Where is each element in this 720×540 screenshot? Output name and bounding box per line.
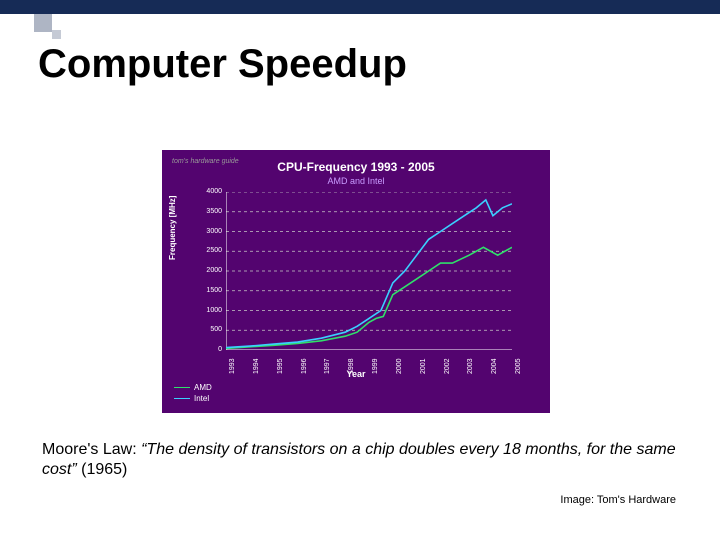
y-tick-label: 2500 <box>194 247 222 254</box>
y-tick-label: 500 <box>194 326 222 333</box>
accent-square-small <box>52 30 61 39</box>
legend-swatch-amd <box>174 387 190 388</box>
legend-swatch-intel <box>174 398 190 399</box>
y-tick-label: 2000 <box>194 267 222 274</box>
caption: Moore's Law: “The density of transistors… <box>42 440 682 480</box>
slide-root: Computer Speedup tom's hardware guide CP… <box>0 0 720 540</box>
chart-subtitle: AMD and Intel <box>162 176 550 186</box>
y-tick-label: 3500 <box>194 208 222 215</box>
legend: AMD Intel <box>174 383 212 405</box>
x-axis-label: Year <box>162 369 550 379</box>
y-tick-label: 3000 <box>194 228 222 235</box>
image-credit: Image: Tom's Hardware <box>560 494 676 506</box>
legend-item-intel: Intel <box>174 394 212 403</box>
caption-suffix: (1965) <box>77 461 128 478</box>
accent-square-large <box>34 14 52 32</box>
legend-label-intel: Intel <box>194 394 209 403</box>
chart-svg <box>226 192 512 350</box>
y-tick-label: 0 <box>194 346 222 353</box>
legend-label-amd: AMD <box>194 383 212 392</box>
slide-title: Computer Speedup <box>38 42 407 87</box>
chart-container: tom's hardware guide CPU-Frequency 1993 … <box>162 150 550 413</box>
chart-title: CPU-Frequency 1993 - 2005 <box>162 160 550 174</box>
accent-bar <box>0 0 720 14</box>
plot-area <box>226 192 512 350</box>
y-tick-label: 1000 <box>194 307 222 314</box>
y-tick-label: 4000 <box>194 188 222 195</box>
y-tick-label: 1500 <box>194 287 222 294</box>
caption-prefix: Moore's Law: <box>42 441 141 458</box>
y-axis-label: Frequency [MHz] <box>168 196 177 260</box>
legend-item-amd: AMD <box>174 383 212 392</box>
